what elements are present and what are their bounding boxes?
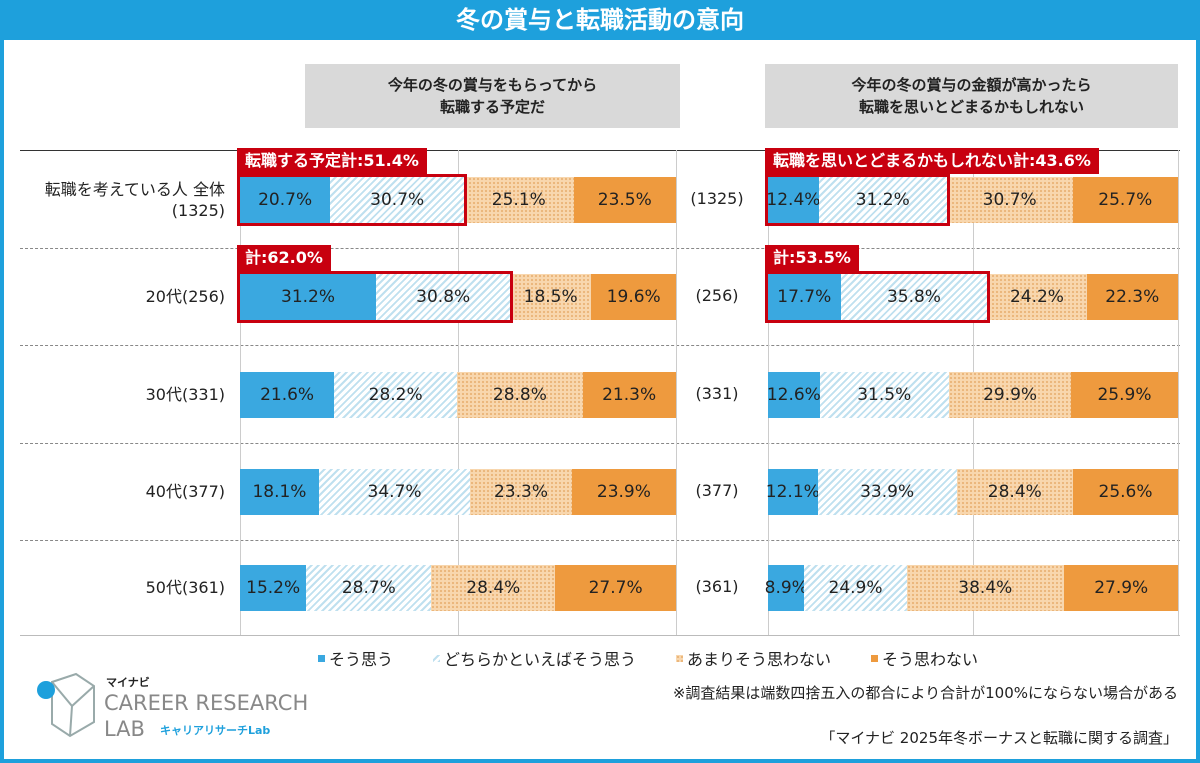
left-chart-title: 今年の冬の賞与をもらってから 転職する予定だ (305, 64, 680, 128)
gridline (676, 150, 677, 635)
bar-segment: 31.2% (240, 274, 377, 320)
row-label: (361) (695, 577, 739, 596)
logo-sub: キャリアリサーチLab (160, 724, 270, 737)
logo-dot (37, 681, 55, 699)
bar-segment: 12.4% (766, 177, 820, 223)
bar-segment: 31.5% (819, 372, 949, 418)
row-label: (1325) (690, 189, 744, 208)
bar-segment: 34.7% (318, 469, 471, 515)
bar-segment: 23.9% (571, 469, 676, 515)
bar-segment: 30.7% (946, 177, 1073, 223)
row-separator (20, 540, 1180, 541)
row-separator (20, 443, 1180, 444)
bar-segment: 27.7% (555, 565, 676, 611)
bottom-rule (20, 635, 1180, 636)
row-label: 転職を考えている人 全体 (1325) (44, 180, 225, 220)
bar-segment: 33.9% (817, 469, 957, 515)
bar-segment: 23.5% (573, 177, 676, 223)
total-label: 転職を思いとどまるかもしれない計:43.6% (765, 148, 1099, 174)
bar-segment: 24.2% (987, 274, 1087, 320)
bar-segment: 24.9% (804, 565, 907, 611)
bar-segment: 15.2% (240, 565, 307, 611)
bar-segment: 21.6% (240, 372, 335, 418)
bar-segment: 17.7% (768, 274, 841, 320)
bar-segment: 12.1% (766, 469, 820, 515)
bar-segment: 22.3% (1086, 274, 1178, 320)
page-title: 冬の賞与と転職活動の意向 (0, 0, 1200, 40)
bar-segment: 28.8% (457, 372, 583, 418)
bar-segment: 28.2% (334, 372, 458, 418)
legend-item: そう思う (318, 646, 393, 670)
bar-segment: 28.4% (956, 469, 1074, 515)
career-research-lab-logo: マイナビ CAREER RESEARCH LAB キャリアリサーチLab (37, 672, 308, 741)
bar-segment: 31.2% (818, 177, 947, 223)
bar-segment: 20.7% (240, 177, 331, 223)
total-highlight-box (765, 174, 950, 226)
legend-swatch (676, 654, 684, 662)
bar-segment: 29.9% (948, 372, 1072, 418)
row-label: (256) (695, 286, 739, 305)
bar-segment: 8.9% (765, 565, 808, 611)
bar-segment: 25.1% (464, 177, 574, 223)
row-label: 20代(256) (145, 287, 225, 306)
bar-segment: 25.6% (1073, 469, 1178, 515)
legend-swatch (871, 654, 879, 662)
row-separator (20, 248, 1180, 249)
logo-brand: マイナビ (106, 675, 150, 689)
bar-segment: 25.9% (1071, 372, 1178, 418)
total-highlight-box (237, 271, 514, 323)
bar-segment: 23.3% (470, 469, 572, 515)
gridline (1178, 150, 1179, 635)
bar-segment: 18.5% (510, 274, 591, 320)
legend-item: どちらかといえばそう思う (433, 646, 636, 670)
right-chart-title: 今年の冬の賞与の金額が高かったら 転職を思いとどまるかもしれない (765, 64, 1178, 128)
legend-swatch (433, 654, 441, 662)
bar-segment: 18.1% (240, 469, 319, 515)
legend-label: そう思う (329, 650, 394, 669)
logo-line1: CAREER RESEARCH (104, 691, 308, 715)
bar-segment: 30.8% (376, 274, 511, 320)
total-label: 計:62.0% (237, 245, 331, 271)
row-label: 30代(331) (145, 385, 225, 404)
bar-segment: 28.4% (431, 565, 556, 611)
total-highlight-box (765, 271, 991, 323)
legend-swatch (318, 654, 325, 662)
cube-icon (51, 672, 95, 738)
bar-segment: 25.7% (1072, 177, 1178, 223)
row-label: 40代(377) (145, 482, 225, 501)
row-label: (377) (695, 481, 739, 500)
top-rule (20, 150, 1180, 151)
row-label: 50代(361) (145, 578, 225, 597)
source: 「マイナビ 2025年冬ボーナスと転職に関する調査」 (820, 729, 1178, 747)
row-separator (20, 345, 1180, 346)
total-label: 計:53.5% (765, 245, 859, 271)
bar-segment: 35.8% (840, 274, 988, 320)
legend-item: そう思わない (871, 646, 978, 670)
total-label: 転職する予定計:51.4% (237, 148, 427, 174)
bar-segment: 27.9% (1064, 565, 1179, 611)
legend-label: そう思わない (882, 650, 979, 669)
bar-segment: 12.6% (767, 372, 821, 418)
bar-segment: 21.3% (582, 372, 676, 418)
legend-label: あまりそう思わない (687, 650, 832, 669)
bar-segment: 38.4% (906, 565, 1065, 611)
bar-segment: 19.6% (590, 274, 677, 320)
row-label: (331) (695, 384, 739, 403)
bar-segment: 30.7% (330, 177, 465, 223)
legend: そう思う どちらかといえばそう思う あまりそう思わない そう思わない (318, 646, 978, 670)
footnote: ※調査結果は端数四捨五入の都合により合計が100%にならない場合がある (672, 684, 1178, 702)
legend-label: どちらかといえばそう思う (444, 650, 637, 669)
bar-segment: 28.7% (306, 565, 432, 611)
total-highlight-box (237, 174, 468, 226)
logo-line2: LAB (104, 717, 145, 741)
legend-item: あまりそう思わない (676, 646, 831, 670)
